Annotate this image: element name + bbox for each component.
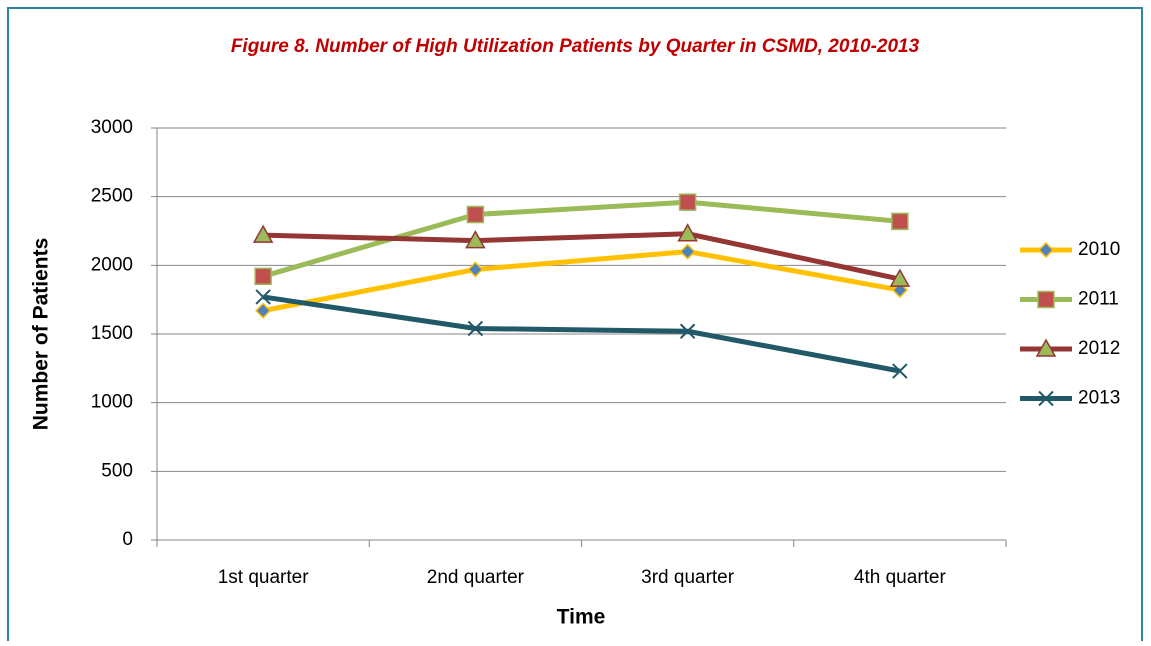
y-tick-label: 1500: [91, 323, 133, 344]
marker: [255, 302, 272, 319]
marker: [679, 323, 696, 339]
marker: [892, 363, 908, 379]
marker: [467, 261, 484, 278]
marker: [677, 223, 698, 242]
marker: [679, 243, 696, 260]
series-line: [263, 231, 901, 282]
marker: [678, 193, 697, 211]
y-tick-label: 0: [122, 529, 133, 550]
x-tick-label: 1st quarter: [218, 567, 309, 588]
chart-title: Figure 8. Number of High Utilization Pat…: [231, 36, 920, 57]
marker: [889, 268, 911, 287]
legend-label: 2012: [1078, 338, 1120, 359]
series-line: [262, 249, 901, 314]
x-tick-label: 2nd quarter: [427, 567, 525, 588]
legend-marker: [1038, 390, 1054, 407]
marker: [254, 267, 272, 286]
y-axis-label: Number of Patients: [30, 238, 53, 431]
y-tick-label: 1000: [91, 392, 133, 413]
legend-label: 2011: [1078, 289, 1119, 310]
marker: [466, 205, 485, 224]
y-tick-label: 2000: [91, 254, 133, 275]
legend-label: 2010: [1078, 239, 1120, 260]
legend-label: 2013: [1078, 388, 1120, 409]
legend-marker: [1037, 241, 1055, 259]
y-tick-label: 500: [101, 460, 133, 481]
legend-marker: [1035, 338, 1057, 357]
y-tick-label: 2500: [91, 186, 133, 207]
marker: [891, 281, 908, 299]
legend-marker: [1037, 290, 1055, 309]
marker: [252, 224, 274, 243]
x-tick-label: 4th quarter: [854, 567, 947, 588]
y-tick-label: 3000: [91, 117, 133, 138]
marker: [465, 230, 486, 249]
marker: [891, 212, 909, 231]
x-axis-label: Time: [557, 606, 606, 629]
series-line: [262, 294, 901, 374]
marker: [255, 289, 271, 305]
series-line: [262, 199, 901, 279]
marker: [467, 320, 484, 337]
frame: [7, 7, 1143, 646]
x-tick-label: 3rd quarter: [641, 567, 735, 588]
